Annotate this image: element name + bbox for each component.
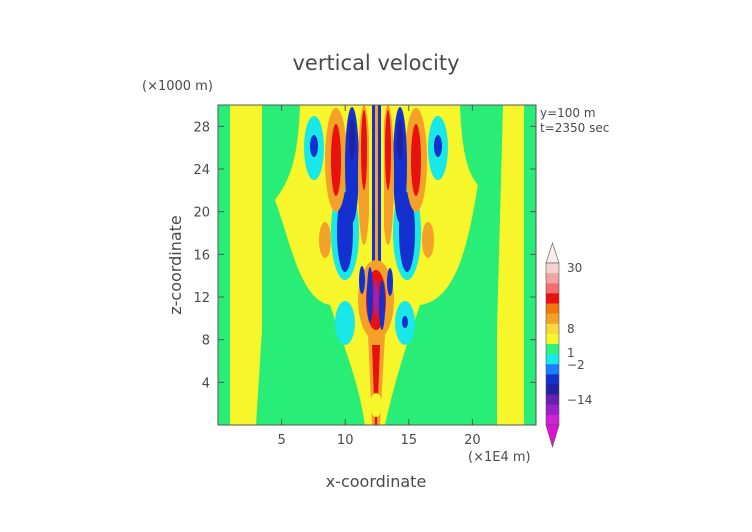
y-tick-label: 8 [202,334,210,349]
colorbar-segment [546,313,559,325]
colorbar [545,242,560,449]
annotation-y: y=100 m [540,106,596,120]
left-edge-field [218,105,230,425]
colorbar-labels: 30 8 1−2 −14 [567,261,592,407]
x-axis: 5 10 15 20 [277,105,481,448]
colorbar-segment [546,344,559,355]
x-unit-label: (×1E4 m) [468,450,531,465]
colorbar-label: 30 [567,261,582,275]
colorbar-segment [546,384,559,395]
colorbar-segment [546,414,559,426]
colorbar-segment [546,404,559,416]
chart-title: vertical velocity [292,51,459,75]
y-tick-label: 24 [193,163,210,178]
left-lower-cyan [335,301,355,345]
right-boundary-band [497,105,524,425]
x-axis-label: x-coordinate [326,472,427,491]
y-tick-label: 12 [193,291,210,306]
plot-frame [217,104,537,426]
y-tick-label: 4 [202,376,210,391]
y-tick-label: 28 [193,120,210,135]
colorbar-segment [546,293,559,304]
colorbar-bottom-arrow [545,424,560,449]
colorbar-segment [546,273,559,284]
colorbar-segment [546,333,559,345]
plot-area [218,105,536,425]
colorbar-label: −14 [567,393,592,407]
annotation-t: t=2350 sec [540,121,609,135]
colorbar-frame [545,262,560,426]
y-axis-label: z-coordinate [166,215,185,315]
x-tick-label: 15 [401,433,418,448]
y-tick-label: 20 [193,206,210,221]
colorbar-segment [546,374,559,385]
colorbar-segment [546,263,559,274]
x-tick-label: 10 [337,433,354,448]
y-tick-label: 16 [193,248,210,263]
colorbar-top-arrow [545,242,560,264]
colorbar-segment [546,354,559,365]
colorbar-label: 8 [567,322,575,336]
colorbar-label: −2 [567,358,585,372]
colorbar-segment [546,394,559,406]
x-tick-label: 20 [464,433,481,448]
colorbar-segment [546,283,559,294]
colorbar-label: 1 [567,346,575,360]
x-tick-label: 5 [277,433,285,448]
colorbar-segment [546,303,559,314]
colorbar-segment [546,364,559,375]
y-axis: 4 8 12 16 20 24 28 [193,120,536,391]
left-boundary-band [230,105,262,425]
colorbar-segment [546,323,559,335]
y-unit-label: (×1000 m) [142,79,213,94]
